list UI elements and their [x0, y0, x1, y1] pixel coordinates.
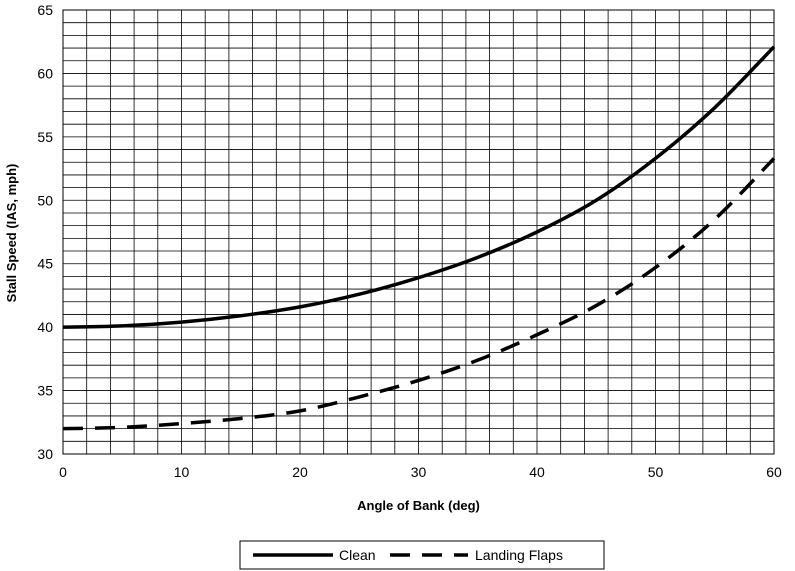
y-tick-label: 45	[37, 256, 53, 272]
tick-labels: 0 10 20 30 40 50 60 30 35 40 45 50 55 60 65	[37, 2, 782, 480]
x-tick-label: 20	[292, 464, 308, 480]
y-tick-label: 30	[37, 446, 53, 462]
x-tick-label: 50	[648, 464, 664, 480]
y-tick-label: 40	[37, 319, 53, 335]
y-tick-label: 55	[37, 129, 53, 145]
series-line-clean	[62, 45, 776, 329]
x-tick-label: 30	[411, 464, 427, 480]
x-tick-label: 40	[529, 464, 545, 480]
plot-area-frame	[62, 9, 775, 455]
series-lines	[62, 45, 776, 431]
legend-label-clean: Clean	[339, 547, 376, 563]
legend-label-landing-flaps: Landing Flaps	[475, 547, 563, 563]
grid-lines	[62, 9, 775, 455]
x-axis-title: Angle of Bank (deg)	[357, 498, 480, 513]
x-tick-label: 60	[766, 464, 782, 480]
y-tick-label: 60	[37, 65, 53, 81]
legend: Clean Landing Flaps	[239, 540, 605, 570]
y-tick-label: 50	[37, 192, 53, 208]
x-tick-label: 10	[174, 464, 190, 480]
y-tick-label: 65	[37, 2, 53, 18]
x-tick-label: 0	[59, 464, 67, 480]
y-tick-label: 35	[37, 383, 53, 399]
y-axis-title: Stall Speed (IAS, mph)	[4, 164, 19, 303]
